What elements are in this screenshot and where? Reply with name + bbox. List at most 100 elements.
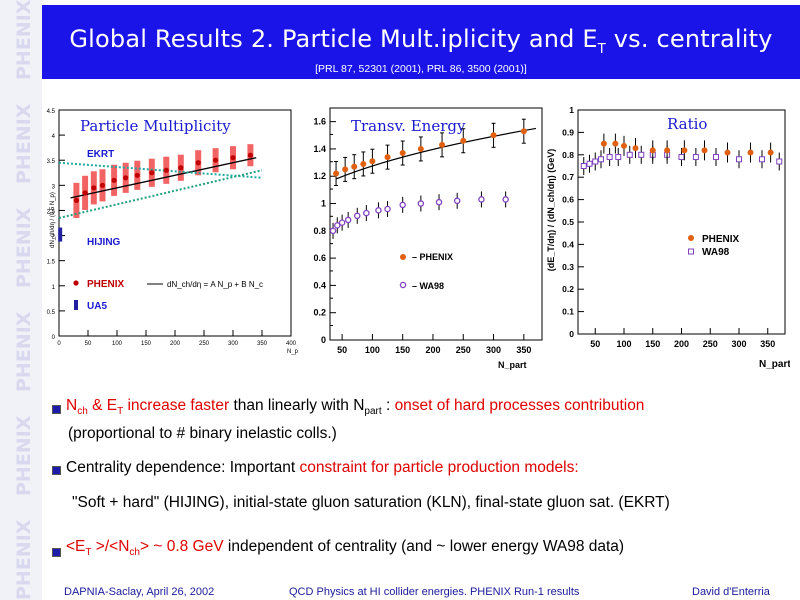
bullet-marker [52,466,61,475]
legend-wa98-marker [688,248,694,255]
wa98-point [598,156,604,163]
wa98-point [615,154,622,161]
wa98-point [776,158,783,165]
phenix-point [99,182,106,188]
bullet-marker [52,405,61,414]
x-tick-label: 150 [141,341,152,347]
bullet-2-line-2: "Soft + hard" (HIJING), initial-state gl… [72,494,670,511]
x-axis-label: N_p [287,349,299,355]
wa98-point [638,151,645,158]
x-tick-label: 200 [674,339,689,349]
legend-phenix-label: PHENIX [87,279,125,290]
wa98-point [759,156,765,163]
phenix-point [520,128,527,135]
chart-transverse-energy: 0 0.2 0.4 0.6 0.8 1 1.2 1.4 1.6 50 100 150 200 250 300… [313,107,543,370]
legend-phenix-label: PHENIX [702,234,740,245]
legend-wa98-label: WA98 [702,247,730,258]
watermark-text: PHENIX [13,103,35,184]
y-tick-label: 3.5 [47,159,56,165]
phenix-point [111,177,117,183]
fit-formula-label: dN_ch/dη = A N_p + B N_c [167,280,263,289]
wa98-point [453,197,461,205]
x-tick-label: 100 [112,341,123,347]
x-tick-label: 50 [85,341,92,347]
footer-left: DAPNIA-Saclay, April 26, 2002 [64,586,215,598]
chart-title: Particle Multiplicity [80,117,231,135]
chart-particle-multiplicity: 0 0.5 1 1.5 2 2.5 3 3.5 4 4.5 0 50 100 150 200 250 300 35… [47,109,299,355]
footer-center: QCD Physics at HI collider energies. PHE… [289,586,580,598]
y-tick-label: 1.4 [313,144,326,154]
phenix-point [632,145,639,152]
wa98-point [478,196,485,203]
phenix-point [724,149,731,156]
y-tick-label: 0.8 [313,226,326,236]
wa98-point [399,201,406,209]
phenix-point [351,163,358,170]
y-tick-label: 0.5 [562,217,574,227]
x-tick-label: 150 [395,345,410,355]
ekrt-curve [58,161,263,179]
wa98-point [626,151,633,158]
wa98-point [736,156,742,163]
y-tick-label: 2.5 [47,209,56,215]
y-tick-label: 1.2 [313,171,326,181]
x-tick-label: 300 [228,341,239,347]
phenix-point [333,170,340,177]
phenix-point [91,185,97,191]
phenix-point [439,141,446,148]
x-tick-label: 250 [199,341,210,347]
reference-citation: [PRL 87, 52301 (2001), PRL 86, 3500 (200… [315,63,527,75]
legend-phenix-label: – PHENIX [412,252,453,262]
phenix-point [195,160,201,166]
bullet-marker [52,548,61,557]
x-tick-label: 250 [703,339,718,349]
plot-frame [577,109,786,335]
wa98-point [713,154,719,161]
y-tick-label: 4 [52,134,56,140]
wa98-point [435,198,443,206]
x-tick-label: 350 [257,341,268,347]
watermark-text: PHENIX [13,207,35,288]
phenix-point [247,152,253,158]
phenix-point [747,149,754,156]
wa98-point [580,163,587,169]
y-tick-label: 0.8 [562,150,574,160]
wa98-point [334,222,341,229]
phenix-point [149,170,155,176]
x-tick-label: 100 [365,345,380,355]
y-tick-label: 1 [569,105,574,115]
y-tick-label: 0.1 [562,307,574,317]
x-tick-label: 50 [337,345,347,355]
phenix-point [178,165,184,171]
phenix-point [123,175,129,181]
wa98-point [363,209,370,217]
wa98-point [375,207,382,214]
y-tick-label: 4.5 [47,109,56,115]
y-tick-label: 0.2 [562,284,574,294]
watermark-text: PHENIX [13,0,35,80]
legend-phenix-marker [400,254,406,260]
y-tick-label: 0.9 [562,127,574,137]
x-tick-label: 250 [456,345,471,355]
legend-phenix-marker [688,235,694,241]
wa98-point [344,216,352,224]
wa98-point [678,154,685,161]
x-tick-label: 400 [286,341,297,347]
page-title: Global Results 2. Particle Mult.iplicity… [69,25,773,57]
x-tick-label: 150 [645,339,660,349]
y-tick-label: 0 [52,335,56,341]
phenix-point [163,167,169,173]
wa98-point [592,158,599,165]
phenix-point [342,166,349,173]
bullet-3-line-1: <ET >/<Nch> ~ 0.8 GeV independent of cen… [66,538,625,559]
y-tick-label: 1 [321,199,326,209]
y-tick-label: 0.7 [562,172,574,182]
chart-title: Transv. Energy [351,117,466,135]
footer-right: David d'Enterria [692,586,770,598]
phenix-point [490,132,497,139]
y-tick-label: 0.4 [313,280,326,290]
wa98-point [417,200,425,207]
wa98-point [354,212,361,220]
phenix-point [134,172,140,178]
ua5-point [58,227,63,242]
